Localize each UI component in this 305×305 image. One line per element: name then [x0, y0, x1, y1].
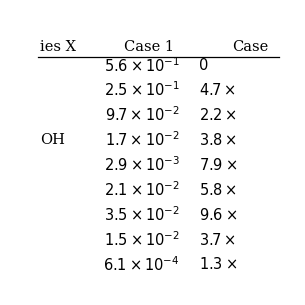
- Text: $3.5 \times 10^{-2}$: $3.5 \times 10^{-2}$: [104, 205, 180, 224]
- Text: $2.1 \times 10^{-2}$: $2.1 \times 10^{-2}$: [104, 180, 180, 199]
- Text: $1.5 \times 10^{-2}$: $1.5 \times 10^{-2}$: [104, 230, 180, 249]
- Text: $5.6 \times 10^{-1}$: $5.6 \times 10^{-1}$: [104, 56, 180, 75]
- Text: Case 1: Case 1: [124, 40, 174, 54]
- Text: $4.7 \times$: $4.7 \times$: [199, 82, 236, 98]
- Text: $3.8 \times$: $3.8 \times$: [199, 132, 237, 148]
- Text: $7.9 \times$: $7.9 \times$: [199, 157, 237, 173]
- Text: $1.3 \times$: $1.3 \times$: [199, 257, 237, 272]
- Text: Case: Case: [232, 40, 268, 54]
- Text: $9.6 \times$: $9.6 \times$: [199, 206, 237, 223]
- Text: $2.9 \times 10^{-3}$: $2.9 \times 10^{-3}$: [104, 156, 180, 174]
- Text: ies X: ies X: [41, 40, 77, 54]
- Text: $6.1 \times 10^{-4}$: $6.1 \times 10^{-4}$: [103, 255, 180, 274]
- Text: $1.7 \times 10^{-2}$: $1.7 \times 10^{-2}$: [105, 131, 180, 149]
- Text: $3.7 \times$: $3.7 \times$: [199, 231, 236, 248]
- Text: $5.8 \times$: $5.8 \times$: [199, 182, 237, 198]
- Text: OH: OH: [41, 133, 65, 147]
- Text: 0: 0: [199, 58, 208, 73]
- Text: $2.5 \times 10^{-1}$: $2.5 \times 10^{-1}$: [104, 81, 180, 99]
- Text: $2.2 \times$: $2.2 \times$: [199, 107, 236, 123]
- Text: $9.7 \times 10^{-2}$: $9.7 \times 10^{-2}$: [105, 106, 180, 124]
